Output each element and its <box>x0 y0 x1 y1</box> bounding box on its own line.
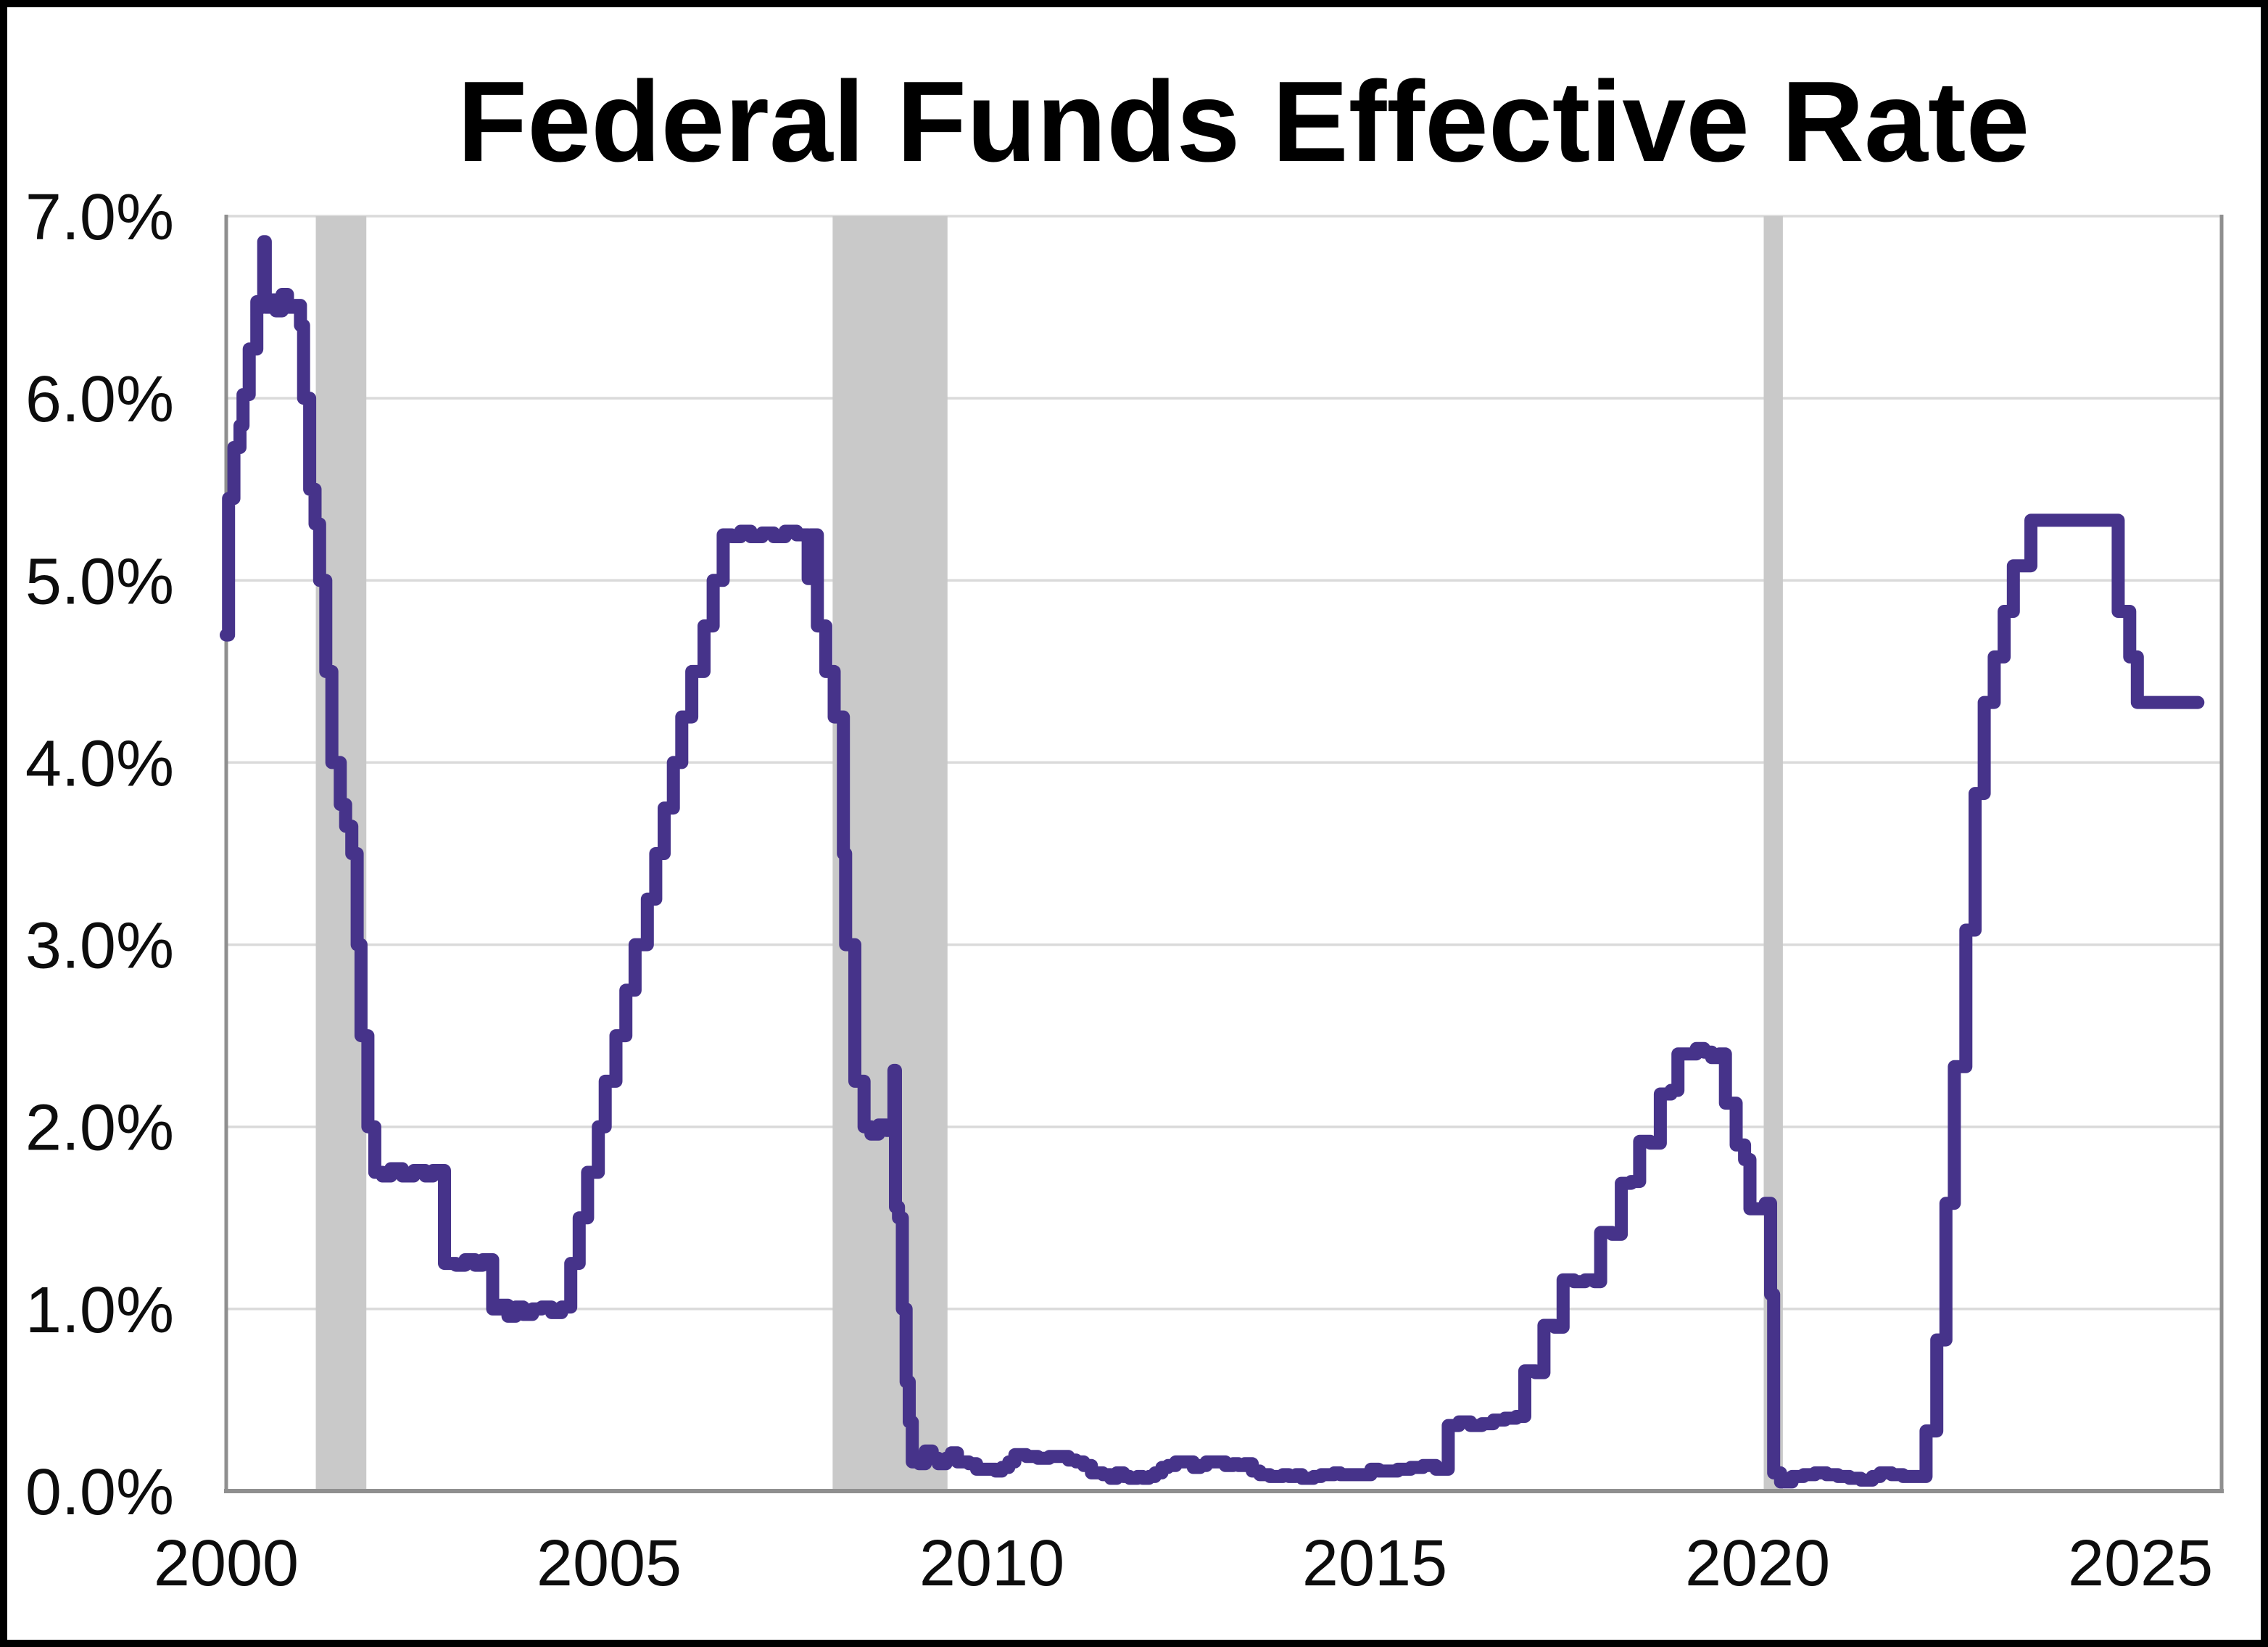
x-axis-labels: 2000 2005 2010 2015 2020 2025 <box>154 1527 2213 1600</box>
y-axis-label: 3.0% <box>25 910 174 983</box>
x-axis-label: 2025 <box>2068 1527 2213 1600</box>
y-axis-label: 5.0% <box>25 545 174 618</box>
x-axis-label: 2015 <box>1302 1527 1447 1600</box>
y-axis-label: 2.0% <box>25 1092 174 1165</box>
rate-line-group <box>220 235 2205 1489</box>
gridlines <box>226 215 2222 1310</box>
x-axis-label: 2020 <box>1685 1527 1830 1600</box>
y-axis-label: 0.0% <box>25 1456 174 1529</box>
rate-line <box>220 235 2205 1489</box>
y-axis-label: 6.0% <box>25 363 174 436</box>
plot-borders <box>224 215 2224 1493</box>
x-axis-label: 2010 <box>919 1527 1064 1600</box>
chart-title: Federal Funds Effective Rate <box>458 58 2030 186</box>
x-axis-label: 2000 <box>154 1527 299 1600</box>
y-axis-label: 1.0% <box>25 1274 174 1347</box>
y-axis-labels: 0.0% 1.0% 2.0% 3.0% 4.0% 5.0% 6.0% 7.0% <box>25 181 174 1529</box>
y-axis-label: 7.0% <box>25 181 174 254</box>
x-axis-label: 2005 <box>537 1527 682 1600</box>
y-axis-label: 4.0% <box>25 727 174 800</box>
